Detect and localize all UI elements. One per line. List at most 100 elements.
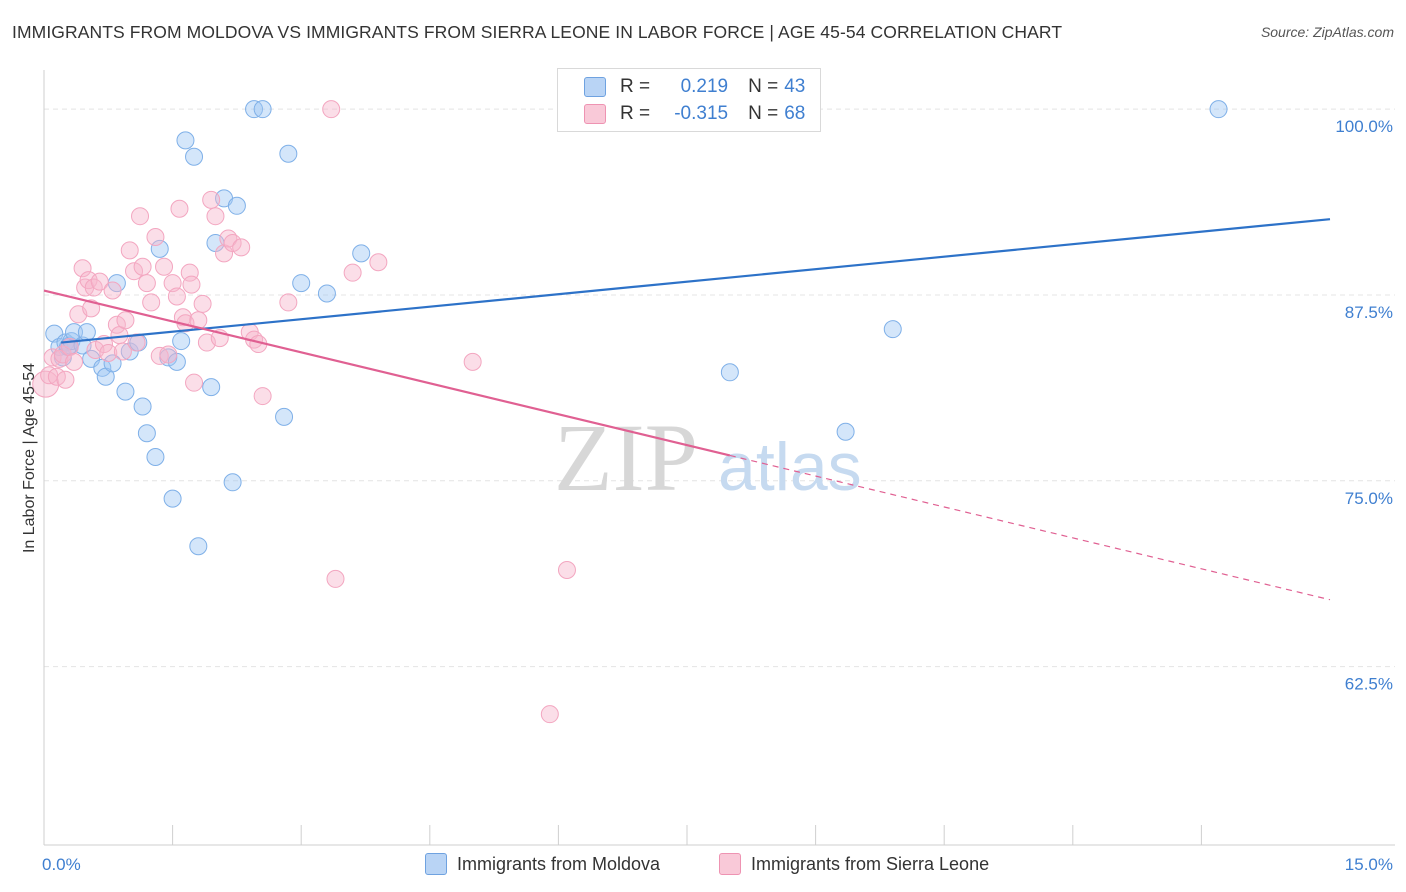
- sierra-leone-point: [82, 299, 101, 318]
- x-tick-label: 15.0%: [1345, 855, 1393, 874]
- moldova-point: [1209, 100, 1228, 119]
- y-tick-label: 75.0%: [1345, 489, 1393, 508]
- moldova-point: [103, 354, 122, 373]
- moldova-swatch: [584, 77, 606, 97]
- series-legend-sierra-leone[interactable]: Immigrants from Sierra Leone: [719, 852, 989, 876]
- sierra-leone-point: [193, 294, 212, 313]
- sierra-leone-point: [113, 342, 132, 361]
- sierra-leone-swatch: [584, 104, 606, 124]
- sierra-leone-point: [369, 253, 388, 272]
- moldova-trend-line: [61, 218, 1331, 344]
- moldova-point: [202, 378, 221, 397]
- sierra-leone-point: [223, 233, 242, 252]
- sierra-leone-trend-line-dashed: [729, 454, 1331, 601]
- moldova-point: [292, 274, 311, 293]
- source-credit: Source: ZipAtlas.com: [1260, 24, 1394, 40]
- moldova-point: [275, 407, 294, 426]
- sierra-leone-point: [185, 373, 204, 392]
- moldova-point: [883, 320, 902, 339]
- sierra-leone-point: [343, 263, 362, 282]
- n-value-sierra-leone: 68: [784, 103, 806, 124]
- moldova-point: [223, 473, 242, 492]
- sierra-leone-point: [73, 259, 92, 278]
- moldova-point: [133, 397, 152, 416]
- sierra-leone-point: [90, 272, 109, 291]
- chart-title: IMMIGRANTS FROM MOLDOVA VS IMMIGRANTS FR…: [12, 22, 1063, 42]
- stats-legend: R = 0.219 N = 43 R = -0.315 N = 68: [557, 68, 821, 132]
- sierra-leone-point: [540, 705, 559, 724]
- sierra-leone-point: [120, 241, 139, 260]
- sierra-leone-trend-line: [43, 289, 731, 457]
- moldova-point: [253, 100, 272, 119]
- r-value-moldova: 0.219: [680, 76, 729, 97]
- moldova-point: [227, 196, 246, 215]
- sierra-leone-point: [146, 228, 165, 247]
- sierra-leone-point: [133, 257, 152, 276]
- sierra-leone-point: [103, 281, 122, 300]
- r-value-sierra-leone: -0.315: [674, 103, 729, 124]
- tick-label-layer: 100.0% 87.5% 75.0% 62.5% 0.0% 15.0%: [42, 117, 1393, 874]
- moldova-point: [185, 147, 204, 166]
- sierra-leone-point: [167, 287, 186, 306]
- sierra-leone-point: [463, 352, 482, 371]
- watermark: ZIP atlas: [554, 404, 862, 511]
- sierra-leone-point: [322, 100, 341, 119]
- sierra-leone-legend-label: Immigrants from Sierra Leone: [751, 853, 990, 874]
- sierra-leone-point: [182, 275, 201, 294]
- watermark-zip: ZIP: [554, 404, 698, 511]
- sierra-leone-point: [557, 560, 576, 579]
- moldova-point: [279, 144, 298, 163]
- sierra-leone-point: [107, 315, 126, 334]
- y-tick-label: 87.5%: [1345, 303, 1393, 322]
- moldova-point: [150, 239, 169, 258]
- x-tick-label: 0.0%: [42, 855, 81, 874]
- n-value-moldova: 43: [784, 76, 806, 97]
- legend-row-moldova: R = 0.219 N = 43: [584, 75, 805, 99]
- moldova-point: [116, 382, 135, 401]
- sierra-leone-point: [202, 190, 221, 209]
- y-axis-label: In Labor Force | Age 45-54: [21, 362, 38, 554]
- sierra-leone-point: [279, 293, 298, 312]
- grid-layer: [44, 108, 1395, 668]
- sierra-leone-point: [155, 257, 174, 276]
- axis-layer: [43, 70, 1395, 846]
- r-label: R =: [620, 76, 651, 97]
- sierra-leone-legend-swatch: [719, 853, 741, 875]
- series-legend-moldova[interactable]: Immigrants from Moldova: [425, 852, 660, 876]
- legend-row-sierra-leone: R = -0.315 N = 68: [584, 102, 805, 126]
- sierra-leone-point: [206, 207, 225, 226]
- sierra-leone-point: [53, 345, 72, 364]
- sierra-leone-point: [232, 238, 251, 257]
- sierra-leone-point: [116, 311, 135, 330]
- moldova-legend-label: Immigrants from Moldova: [457, 853, 661, 874]
- sierra-leone-point: [326, 569, 345, 588]
- moldova-point: [720, 363, 739, 382]
- sierra-leone-point: [253, 387, 272, 406]
- r-label: R =: [620, 103, 651, 124]
- sierra-leone-point: [159, 345, 178, 364]
- sierra-leone-point: [43, 348, 62, 367]
- sierra-leone-point: [56, 370, 75, 389]
- moldova-point: [176, 131, 195, 150]
- n-label: N =: [748, 103, 779, 124]
- sierra-leone-point: [127, 333, 146, 352]
- sierra-leone-point: [125, 262, 144, 281]
- moldova-point: [836, 422, 855, 441]
- sierra-leone-point: [137, 274, 156, 293]
- y-tick-label: 100.0%: [1335, 117, 1393, 136]
- moldova-point: [163, 489, 182, 508]
- sierra-leone-point: [142, 293, 161, 312]
- moldova-point: [146, 448, 165, 467]
- trend-layer: [43, 218, 1331, 601]
- sierra-leone-point: [170, 199, 189, 218]
- moldova-point: [172, 332, 191, 351]
- sierra-leone-point: [65, 352, 84, 371]
- sierra-leone-point: [131, 207, 150, 226]
- n-label: N =: [748, 76, 779, 97]
- y-tick-label: 62.5%: [1345, 675, 1393, 694]
- moldova-legend-swatch: [425, 853, 447, 875]
- moldova-point: [317, 284, 336, 303]
- moldova-point: [189, 537, 208, 556]
- moldova-point: [352, 244, 371, 263]
